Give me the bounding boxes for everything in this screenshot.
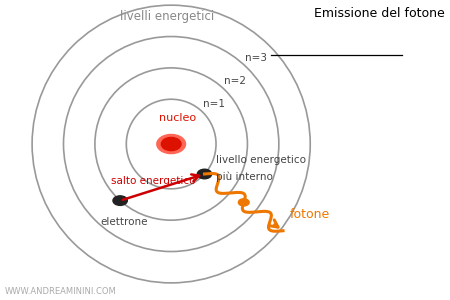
Text: fotone: fotone (290, 208, 330, 221)
Text: livelli energetici: livelli energetici (120, 10, 214, 23)
Text: Emissione del fotone: Emissione del fotone (314, 7, 445, 20)
Text: n=2: n=2 (225, 76, 247, 86)
Text: n=1: n=1 (203, 99, 225, 109)
Circle shape (238, 199, 249, 206)
Text: più interno: più interno (216, 171, 273, 181)
Text: elettrone: elettrone (101, 217, 148, 227)
Text: WWW.ANDREAMININI.COM: WWW.ANDREAMININI.COM (5, 287, 117, 296)
Circle shape (198, 169, 212, 179)
Circle shape (157, 134, 185, 154)
Text: livello energetico: livello energetico (216, 155, 306, 165)
Text: n=3: n=3 (245, 52, 267, 63)
Text: salto energetico: salto energetico (111, 176, 196, 186)
Circle shape (161, 137, 181, 151)
Circle shape (113, 196, 127, 206)
Text: nucleo: nucleo (159, 113, 197, 123)
